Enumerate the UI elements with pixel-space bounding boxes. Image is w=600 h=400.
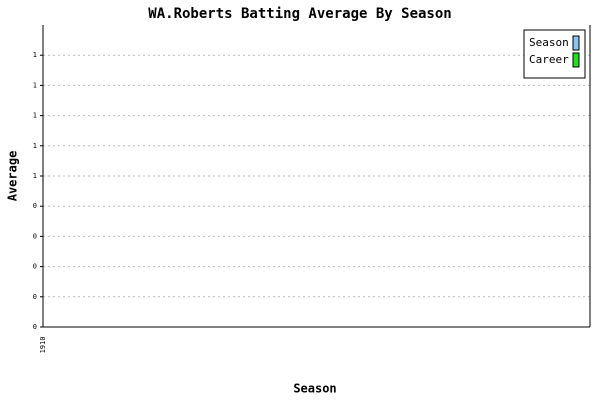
legend-label: Season (529, 36, 569, 49)
y-tick-label: 0 (33, 323, 37, 331)
y-tick-label: 1 (33, 81, 37, 89)
y-tick-label: 1 (33, 172, 37, 180)
y-tick-label: 1 (33, 51, 37, 59)
y-axis-label: Average (6, 151, 20, 202)
y-tick-label: 0 (33, 263, 37, 271)
x-tick-label: 1910 (39, 337, 47, 354)
y-tick-label: 0 (33, 202, 37, 210)
x-axis-label: Season (293, 382, 336, 396)
legend-label: Career (529, 53, 569, 66)
legend-swatch (572, 52, 580, 68)
y-tick-label: 0 (33, 232, 37, 240)
legend-swatch (572, 35, 580, 51)
y-tick-label: 0 (33, 293, 37, 301)
y-tick-label: 1 (33, 142, 37, 150)
y-tick-label: 1 (33, 112, 37, 120)
chart-title: WA.Roberts Batting Average By Season (148, 6, 451, 22)
